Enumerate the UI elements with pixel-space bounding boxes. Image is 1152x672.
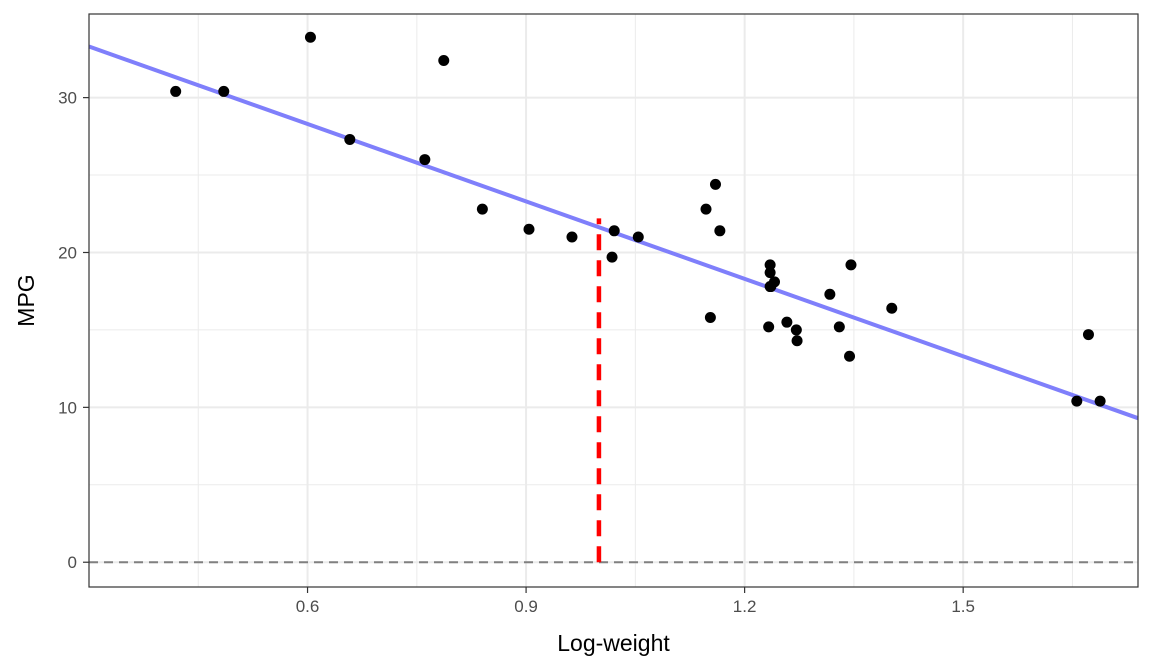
x-tick-label: 1.2: [733, 597, 757, 616]
y-axis-title: MPG: [13, 274, 39, 326]
data-point: [764, 259, 776, 271]
data-point: [709, 178, 721, 190]
data-point: [170, 85, 182, 97]
y-tick-label: 30: [58, 89, 77, 108]
data-point: [764, 267, 776, 279]
data-point: [714, 225, 726, 237]
data-point: [763, 321, 775, 333]
data-point: [790, 324, 802, 336]
data-point: [768, 276, 780, 288]
minor-gridlines: [89, 14, 1138, 587]
y-tick-label: 0: [68, 553, 77, 572]
y-axis: 0 10 20 30: [58, 89, 89, 572]
data-point: [700, 203, 712, 215]
data-point: [438, 54, 450, 66]
data-point: [606, 251, 618, 263]
x-tick-label: 0.6: [296, 597, 320, 616]
y-tick-label: 20: [58, 243, 77, 262]
data-point: [886, 302, 898, 314]
data-point: [1082, 329, 1094, 341]
data-point: [523, 223, 535, 235]
data-point: [1071, 395, 1083, 407]
data-point: [844, 350, 856, 362]
data-point: [476, 203, 488, 215]
plot-panel-border: [88, 13, 1139, 588]
data-point: [632, 231, 644, 243]
x-tick-label: 0.9: [514, 597, 538, 616]
data-point: [344, 133, 356, 145]
data-point: [1094, 395, 1106, 407]
x-tick-label: 1.5: [951, 597, 975, 616]
data-point: [845, 259, 857, 271]
x-axis: 0.6 0.9 1.2 1.5: [296, 587, 975, 616]
data-point: [791, 335, 803, 347]
data-point: [824, 288, 836, 300]
y-tick-label: 10: [58, 398, 77, 417]
data-point: [419, 154, 431, 166]
data-point: [566, 231, 578, 243]
x-axis-title: Log-weight: [557, 630, 670, 656]
data-point: [218, 85, 230, 97]
data-point: [833, 321, 845, 333]
data-point: [781, 316, 793, 328]
data-point: [608, 225, 620, 237]
data-point: [704, 312, 716, 324]
data-point: [304, 31, 316, 43]
data-points: [170, 31, 1106, 407]
